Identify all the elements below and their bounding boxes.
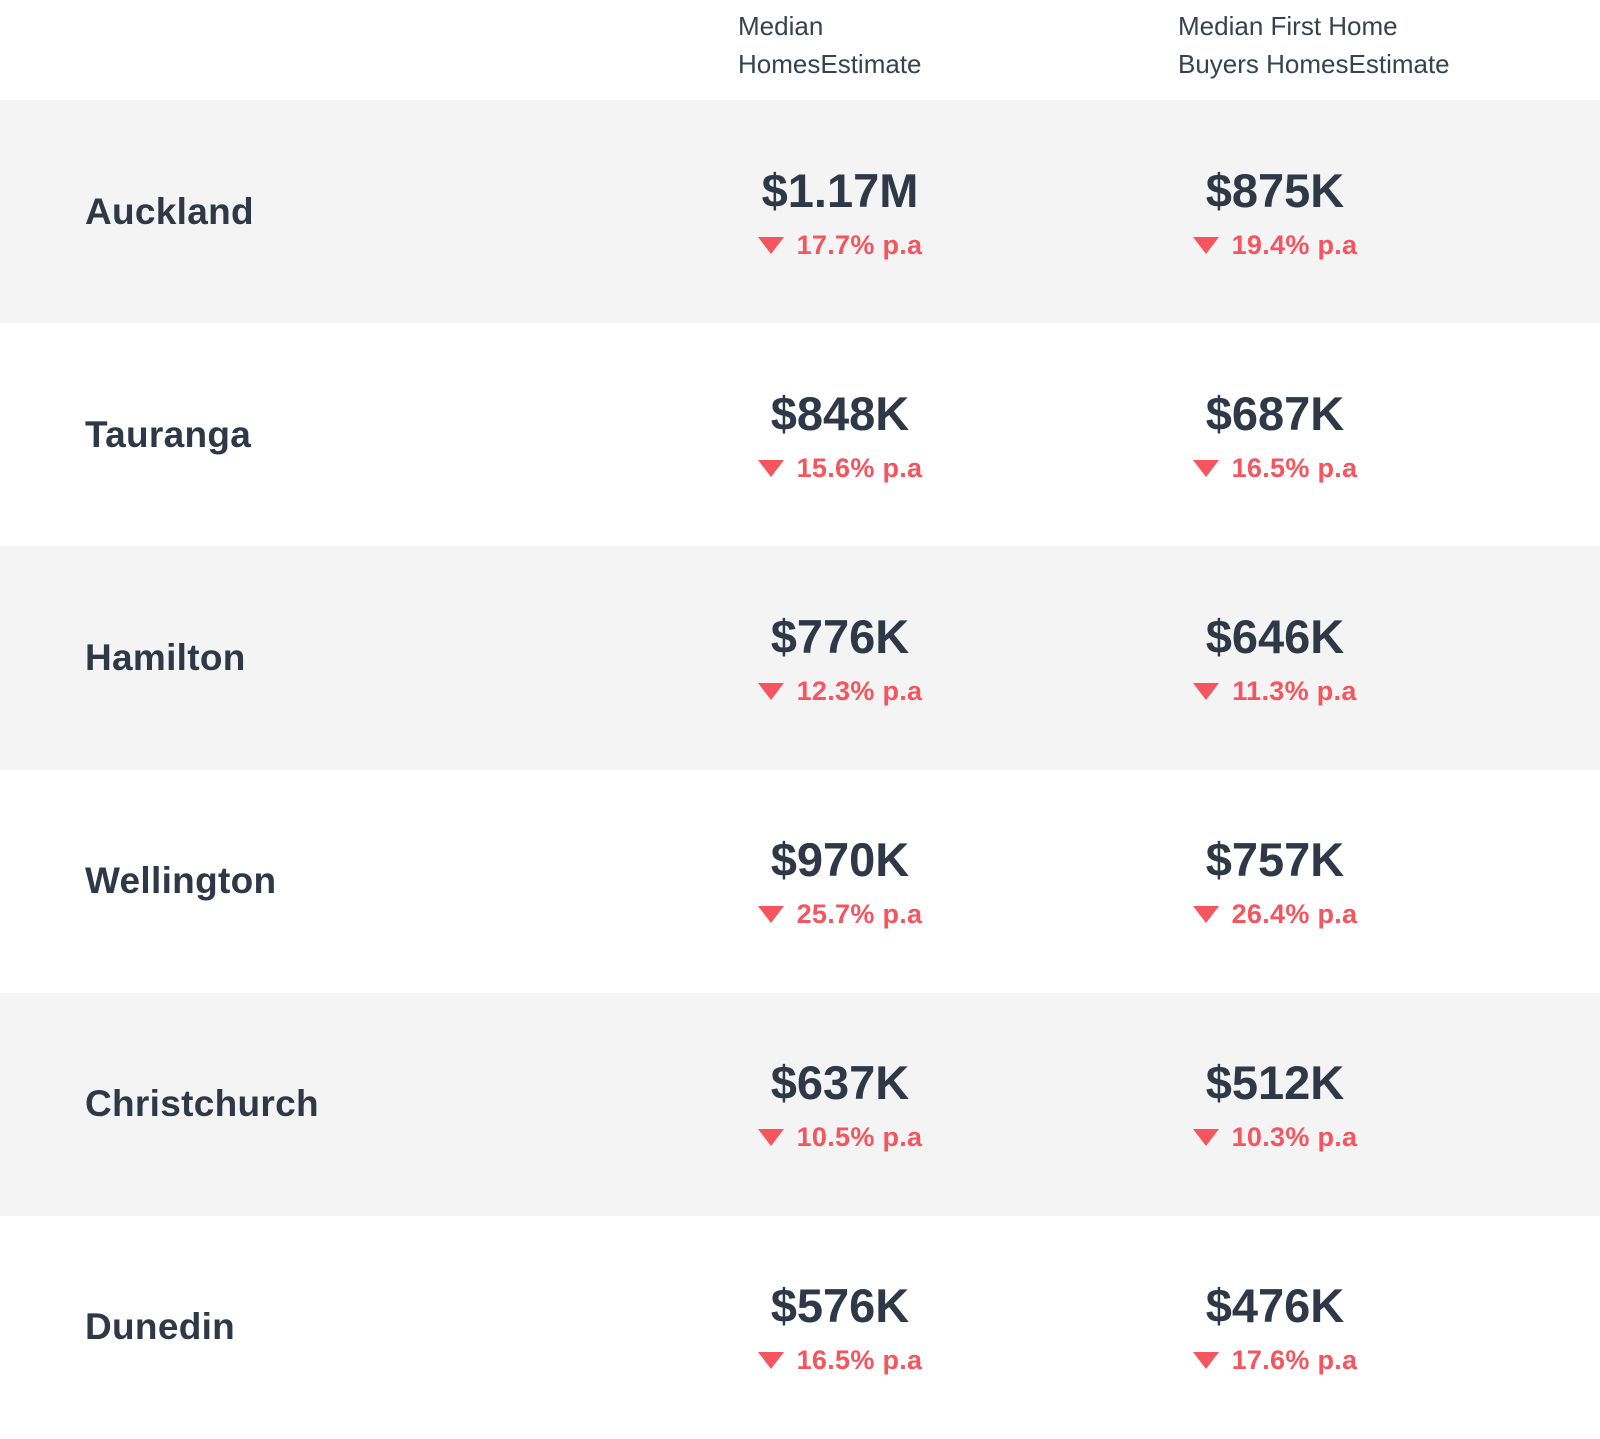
down-arrow-icon	[757, 1352, 784, 1370]
down-arrow-icon	[757, 459, 784, 477]
table-row: Hamilton $776K 12.3% p.a $646K 11.3% p.a	[0, 546, 1600, 770]
city-label: Christchurch	[85, 1083, 319, 1125]
fhb-estimate-value: $757K	[1205, 833, 1345, 887]
median-column-header-label: Median HomesEstimate	[738, 11, 922, 79]
city-label: Auckland	[85, 190, 254, 232]
median-change: 17.7% p.a	[757, 229, 923, 261]
fhb-change: 19.4% p.a	[1192, 229, 1358, 261]
fhb-estimate-cell: $476K 17.6% p.a	[1060, 1278, 1600, 1376]
down-arrow-icon	[1192, 906, 1219, 924]
median-change-label: 17.7% p.a	[796, 229, 923, 260]
fhb-estimate-value: $875K	[1205, 163, 1345, 217]
down-arrow-icon	[1192, 1129, 1219, 1147]
fhb-change-label: 26.4% p.a	[1231, 899, 1358, 930]
fhb-estimate-value: $512K	[1205, 1056, 1345, 1110]
median-change: 15.6% p.a	[757, 452, 923, 484]
median-estimate-cell: $970K 25.7% p.a	[620, 832, 1060, 930]
median-estimate-cell: $848K 15.6% p.a	[620, 386, 1060, 484]
median-column-header: Median HomesEstimate	[620, 0, 980, 100]
city-label: Hamilton	[85, 636, 246, 678]
median-change-label: 15.6% p.a	[796, 452, 923, 483]
table-header-row: Median HomesEstimate Median First Home B…	[0, 0, 1600, 100]
fhb-estimate-cell: $512K 10.3% p.a	[1060, 1055, 1600, 1153]
median-change-label: 16.5% p.a	[796, 1345, 923, 1376]
table-row: Christchurch $637K 10.5% p.a $512K 10.3%…	[0, 992, 1600, 1216]
down-arrow-icon	[1192, 236, 1219, 254]
fhb-change-label: 10.3% p.a	[1231, 1122, 1358, 1153]
fhb-change: 10.3% p.a	[1192, 1122, 1358, 1153]
median-change-label: 10.5% p.a	[796, 1122, 923, 1153]
table-row: Dunedin $576K 16.5% p.a $476K 17.6% p.a	[0, 1215, 1600, 1439]
down-arrow-icon	[757, 1129, 784, 1147]
fhb-change: 17.6% p.a	[1192, 1345, 1358, 1376]
median-estimate-value: $848K	[770, 386, 910, 440]
fhb-change: 11.3% p.a	[1193, 676, 1356, 707]
median-change: 10.5% p.a	[757, 1122, 923, 1153]
fhb-column-header: Median First Home Buyers HomesEstimate	[1060, 0, 1600, 100]
median-estimate-value: $1.17M	[761, 163, 919, 217]
city-label: Dunedin	[85, 1306, 236, 1348]
fhb-column-header-label: Median First Home Buyers HomesEstimate	[1178, 11, 1450, 79]
fhb-change: 16.5% p.a	[1192, 452, 1358, 484]
fhb-estimate-cell: $875K 19.4% p.a	[1060, 163, 1600, 261]
fhb-estimate-cell: $757K 26.4% p.a	[1060, 832, 1600, 930]
city-column-header	[0, 0, 620, 100]
fhb-estimate-value: $646K	[1205, 609, 1345, 663]
table-row: Tauranga $848K 15.6% p.a $687K 16.5% p.a	[0, 323, 1600, 547]
median-estimate-value: $776K	[770, 609, 910, 663]
fhb-change-label: 16.5% p.a	[1231, 452, 1358, 483]
fhb-estimate-cell: $687K 16.5% p.a	[1060, 386, 1600, 484]
median-estimate-value: $576K	[770, 1279, 910, 1333]
fhb-estimate-value: $687K	[1205, 386, 1345, 440]
median-change: 16.5% p.a	[757, 1345, 923, 1376]
down-arrow-icon	[757, 236, 784, 254]
median-change-label: 25.7% p.a	[796, 899, 923, 930]
median-change: 25.7% p.a	[757, 899, 923, 930]
fhb-change: 26.4% p.a	[1192, 899, 1358, 930]
down-arrow-icon	[1192, 459, 1219, 477]
down-arrow-icon	[1192, 1352, 1219, 1370]
city-label: Wellington	[85, 860, 277, 902]
city-label: Tauranga	[85, 413, 252, 455]
median-change-label: 12.3% p.a	[796, 675, 923, 706]
median-estimate-cell: $637K 10.5% p.a	[620, 1055, 1060, 1153]
fhb-estimate-cell: $646K 11.3% p.a	[1060, 609, 1600, 707]
fhb-change-label: 17.6% p.a	[1231, 1345, 1358, 1376]
median-estimate-value: $970K	[770, 833, 910, 887]
median-change: 12.3% p.a	[757, 675, 923, 707]
median-estimate-cell: $1.17M 17.7% p.a	[620, 163, 1060, 261]
median-estimate-cell: $576K 16.5% p.a	[620, 1278, 1060, 1376]
median-estimate-value: $637K	[770, 1056, 910, 1110]
fhb-estimate-value: $476K	[1205, 1279, 1345, 1333]
table-row: Wellington $970K 25.7% p.a $757K 26.4% p…	[0, 769, 1600, 993]
median-estimate-cell: $776K 12.3% p.a	[620, 609, 1060, 707]
table-row: Auckland $1.17M 17.7% p.a $875K 19.4% p.…	[0, 100, 1600, 324]
fhb-change-label: 19.4% p.a	[1231, 229, 1358, 260]
down-arrow-icon	[757, 906, 784, 924]
fhb-change-label: 11.3% p.a	[1232, 675, 1357, 706]
down-arrow-icon	[1193, 682, 1220, 700]
down-arrow-icon	[757, 682, 784, 700]
